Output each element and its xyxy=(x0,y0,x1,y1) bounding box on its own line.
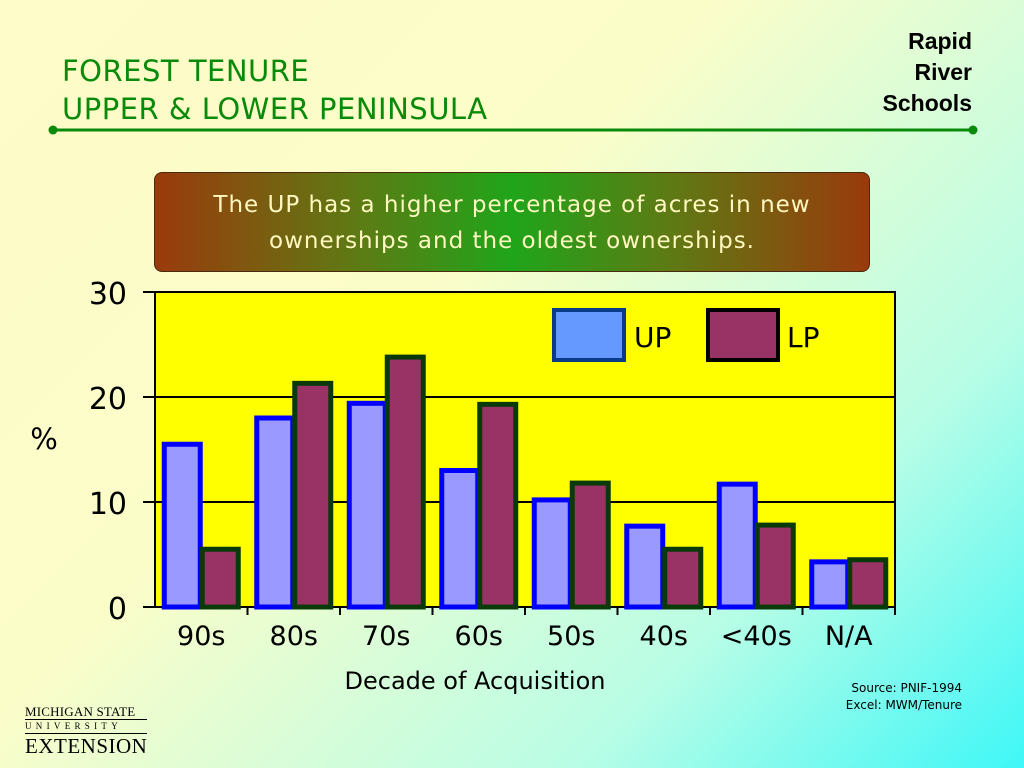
bar-up xyxy=(346,400,388,610)
school-name: Rapid River Schools xyxy=(883,26,972,119)
title-line-2: UPPER & LOWER PENINSULA xyxy=(62,92,488,126)
y-axis: 0 10 20 30 xyxy=(89,277,155,627)
slide-title: FOREST TENURE UPPER & LOWER PENINSULA xyxy=(62,52,488,128)
bar-up xyxy=(531,497,573,610)
bar-lp xyxy=(199,546,241,610)
brand-line-1: Rapid xyxy=(908,28,972,54)
y-tick-label: 20 xyxy=(89,382,127,417)
y-tick-label: 30 xyxy=(89,277,127,312)
x-tick-label: N/A xyxy=(825,621,873,652)
logo-line-2: UNIVERSITY xyxy=(25,720,147,734)
bar-lp xyxy=(384,354,426,610)
y-tick-label: 10 xyxy=(89,487,127,522)
x-axis-label: Decade of Acquisition xyxy=(345,667,606,695)
msu-extension-logo: MICHIGAN STATE UNIVERSITY EXTENSION xyxy=(25,704,147,758)
y-axis-label: % xyxy=(30,422,58,456)
legend-label-up: UP xyxy=(634,321,671,354)
logo-line-1: MICHIGAN STATE xyxy=(25,704,147,720)
x-tick-label: 80s xyxy=(270,621,318,652)
title-divider xyxy=(48,125,978,135)
source-line-2: Excel: MWM/Tenure xyxy=(845,698,962,712)
x-tick-label: 90s xyxy=(177,621,225,652)
bar-lp xyxy=(569,480,611,610)
source-note: Source: PNIF-1994 Excel: MWM/Tenure xyxy=(846,680,962,714)
bar-lp xyxy=(477,401,519,610)
bar-up xyxy=(439,468,481,610)
x-tick-label: 50s xyxy=(547,621,595,652)
bars xyxy=(161,354,889,610)
x-axis: 90s 80s 70s 60s 50s 40s <40s N/A xyxy=(177,607,896,652)
bar-lp xyxy=(847,557,889,610)
legend-label-lp: LP xyxy=(787,321,819,354)
bar-up xyxy=(809,559,851,610)
bar-lp xyxy=(754,522,796,610)
x-tick-label: 60s xyxy=(455,621,503,652)
logo-line-3: EXTENSION xyxy=(25,734,148,758)
callout-box: The UP has a higher percentage of acres … xyxy=(154,172,870,272)
bar-up xyxy=(254,415,296,610)
callout-text: The UP has a higher percentage of acres … xyxy=(213,192,811,254)
bar-up xyxy=(624,523,666,610)
x-tick-label: 40s xyxy=(640,621,688,652)
legend-swatch-lp xyxy=(706,308,780,362)
legend: UP LP xyxy=(552,308,819,362)
source-line-1: Source: PNIF-1994 xyxy=(851,681,962,695)
y-tick-label: 0 xyxy=(108,592,127,627)
bar-lp xyxy=(292,380,334,610)
x-tick-label: 70s xyxy=(362,621,410,652)
x-tick-label: <40s xyxy=(721,621,792,652)
bar-up xyxy=(161,441,203,610)
brand-line-2: River xyxy=(914,59,972,85)
legend-swatch-up xyxy=(552,308,626,362)
title-line-1: FOREST TENURE xyxy=(62,54,310,88)
bar-up xyxy=(716,481,758,610)
brand-line-3: Schools xyxy=(882,90,972,116)
bar-lp xyxy=(662,546,704,610)
